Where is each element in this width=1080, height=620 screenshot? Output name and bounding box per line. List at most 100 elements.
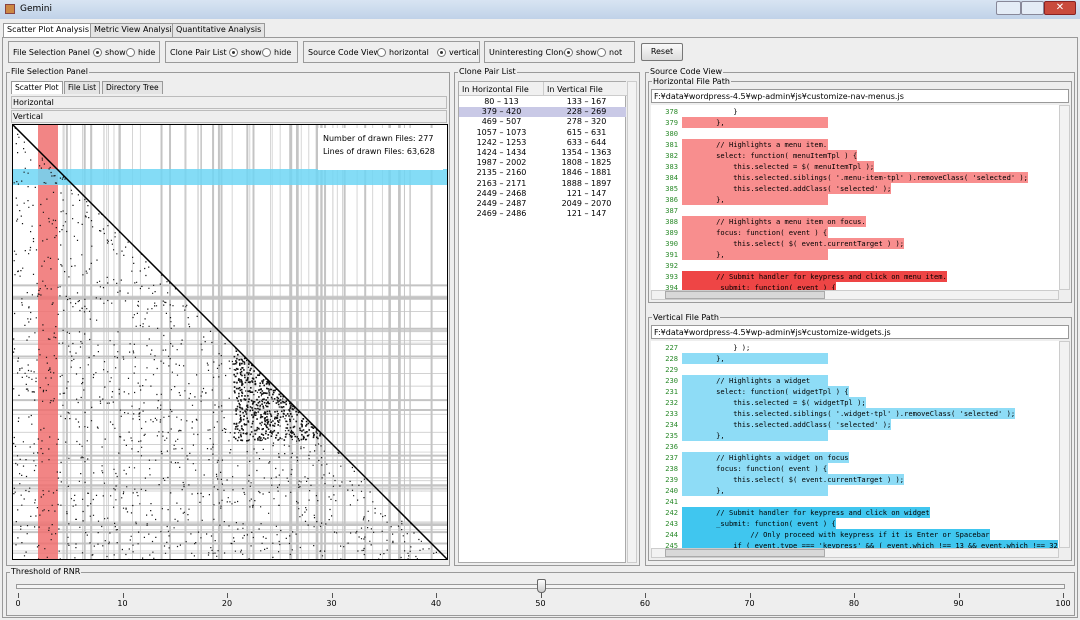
table-cell: 2163 – 2171 bbox=[476, 178, 527, 188]
radio-label[interactable]: horizontal bbox=[389, 48, 429, 57]
scrollbar[interactable] bbox=[627, 81, 637, 563]
code-line: // Highlights a widget bbox=[682, 375, 828, 386]
minimize-button[interactable] bbox=[996, 1, 1021, 15]
file-path: F:¥data¥wordpress-4.5¥wp-admin¥js¥custom… bbox=[651, 325, 1069, 339]
tab-body bbox=[2, 37, 1078, 618]
tick-mark bbox=[958, 593, 960, 598]
horizontal-scrollbar[interactable] bbox=[651, 290, 1059, 300]
panel-tab[interactable]: Scatter Plot bbox=[11, 81, 63, 94]
scroll-thumb[interactable] bbox=[665, 549, 825, 557]
code-text: }, bbox=[682, 194, 828, 205]
panel-title: Clone Pair List bbox=[458, 67, 517, 76]
line-number: 241 bbox=[665, 497, 678, 506]
vertical-scrollbar[interactable] bbox=[1059, 105, 1070, 290]
selected-column bbox=[38, 125, 58, 559]
table-row[interactable]: 2449 – 2468 121 – 147 bbox=[459, 189, 626, 199]
table-row[interactable]: 1242 – 1253 633 – 644 bbox=[459, 138, 626, 148]
table-row[interactable]: 1424 – 1434 1354 – 1363 bbox=[459, 148, 626, 158]
code-line: this.selected.siblings( '.widget-tpl' ).… bbox=[682, 408, 1016, 419]
line-number: 240 bbox=[665, 486, 678, 495]
code-line: _submit: function( event ) { bbox=[682, 282, 836, 290]
table-row[interactable]: 2469 – 2486 121 – 147 bbox=[459, 209, 626, 219]
line-number: 227 bbox=[665, 343, 678, 352]
radio-label[interactable]: not bbox=[609, 48, 623, 57]
radio-label[interactable]: hide bbox=[274, 48, 292, 57]
vertical-scrollbar[interactable] bbox=[1059, 341, 1070, 548]
pane-title: Horizontal File Path bbox=[652, 77, 731, 86]
table-row[interactable]: 1057 – 1073 615 – 631 bbox=[459, 128, 626, 138]
code-line: }, bbox=[682, 430, 828, 441]
main-tab[interactable]: Quantitative Analysis bbox=[172, 23, 266, 37]
line-number: 391 bbox=[665, 250, 678, 259]
radio-button[interactable] bbox=[229, 48, 238, 57]
code-text: // Highlights a menu item on focus. bbox=[682, 216, 866, 227]
code-text: } ); bbox=[682, 343, 751, 352]
main-tab[interactable]: Metric View Analysis bbox=[90, 23, 180, 37]
scatter-plot[interactable] bbox=[12, 124, 448, 560]
radio-button[interactable] bbox=[437, 48, 446, 57]
table-row[interactable]: 80 – 113 133 – 167 bbox=[459, 97, 626, 107]
line-number: 243 bbox=[665, 519, 678, 528]
maximize-button[interactable] bbox=[1021, 1, 1044, 15]
panel-tab[interactable]: Directory Tree bbox=[102, 81, 163, 94]
table-row[interactable]: 2163 – 2171 1888 – 1897 bbox=[459, 179, 626, 189]
code-text: }, bbox=[682, 485, 828, 496]
radio-button[interactable] bbox=[262, 48, 271, 57]
radio-label[interactable]: show bbox=[576, 48, 597, 57]
table-cell: 379 – 420 bbox=[481, 107, 522, 117]
tick-mark bbox=[749, 593, 751, 598]
table-cell: 1354 – 1363 bbox=[561, 148, 612, 157]
line-number: 388 bbox=[665, 217, 678, 226]
line-number: 233 bbox=[665, 409, 678, 418]
radio-label[interactable]: show bbox=[105, 48, 126, 57]
control-label: File Selection Panel bbox=[13, 48, 90, 57]
radio-button[interactable] bbox=[564, 48, 573, 57]
code-line: // Highlights a widget on focus bbox=[682, 452, 849, 463]
control-label: Clone Pair List bbox=[170, 48, 227, 57]
table-cell: 1987 – 2002 bbox=[476, 158, 527, 168]
code-text: }, bbox=[682, 249, 828, 260]
pane-title: Vertical File Path bbox=[652, 313, 720, 322]
tick-label: 90 bbox=[953, 599, 964, 608]
code-text: // Submit handler for keypress and click… bbox=[682, 271, 947, 282]
radio-button[interactable] bbox=[597, 48, 606, 57]
scroll-thumb[interactable] bbox=[665, 291, 825, 299]
selected-row bbox=[13, 169, 447, 185]
radio-button[interactable] bbox=[126, 48, 135, 57]
threshold-panel: Threshold of RNR 0 10 20 30 40 50 60 70 80 90 100 bbox=[6, 567, 1075, 616]
table-cell: 2449 – 2487 bbox=[476, 199, 527, 208]
radio-label[interactable]: hide bbox=[138, 48, 156, 57]
code-line: // Only proceed with keypress if it is E… bbox=[682, 529, 990, 540]
line-number: 236 bbox=[665, 442, 678, 451]
table-row[interactable]: 379 – 420 228 – 269 bbox=[459, 107, 626, 118]
close-button[interactable]: ✕ bbox=[1044, 1, 1076, 15]
line-number: 232 bbox=[665, 398, 678, 407]
code-line: this.select( $( event.currentTarget ) ); bbox=[682, 238, 905, 249]
code-pane: Vertical File Path F:¥data¥wordpress-4.5¥… bbox=[648, 313, 1072, 561]
code-text: _submit: function( event ) { bbox=[682, 518, 836, 529]
title-bar: Gemini ✕ bbox=[0, 0, 1080, 19]
table-row[interactable]: 469 – 507 278 – 320 bbox=[459, 117, 626, 127]
main-tab[interactable]: Scatter Plot Analysis bbox=[3, 23, 93, 37]
code-line: select: function( menuItemTpl ) { bbox=[682, 150, 858, 161]
line-number: 237 bbox=[665, 453, 678, 462]
horizontal-scrollbar[interactable] bbox=[651, 548, 1059, 558]
line-number: 234 bbox=[665, 420, 678, 429]
radio-label[interactable]: show bbox=[241, 48, 262, 57]
table-cell: 278 – 320 bbox=[566, 117, 607, 127]
table-row[interactable]: 2135 – 2160 1846 – 1881 bbox=[459, 168, 626, 178]
slider-thumb[interactable] bbox=[536, 579, 546, 593]
code-text: select: function( menuItemTpl ) { bbox=[682, 150, 858, 161]
radio-label[interactable]: vertical bbox=[449, 48, 479, 57]
radio-button[interactable] bbox=[377, 48, 386, 57]
table-row[interactable]: 1987 – 2002 1808 – 1825 bbox=[459, 158, 626, 168]
reset-button[interactable]: Reset bbox=[641, 43, 683, 61]
line-number: 392 bbox=[665, 261, 678, 270]
table-row[interactable]: 2449 – 2487 2049 – 2070 bbox=[459, 199, 626, 209]
line-number: 393 bbox=[665, 272, 678, 281]
control-group: Source Code View horizontal vertical bbox=[303, 41, 480, 63]
radio-button[interactable] bbox=[93, 48, 102, 57]
tick-label: 0 bbox=[15, 599, 21, 608]
panel-tab[interactable]: File List bbox=[64, 81, 101, 94]
